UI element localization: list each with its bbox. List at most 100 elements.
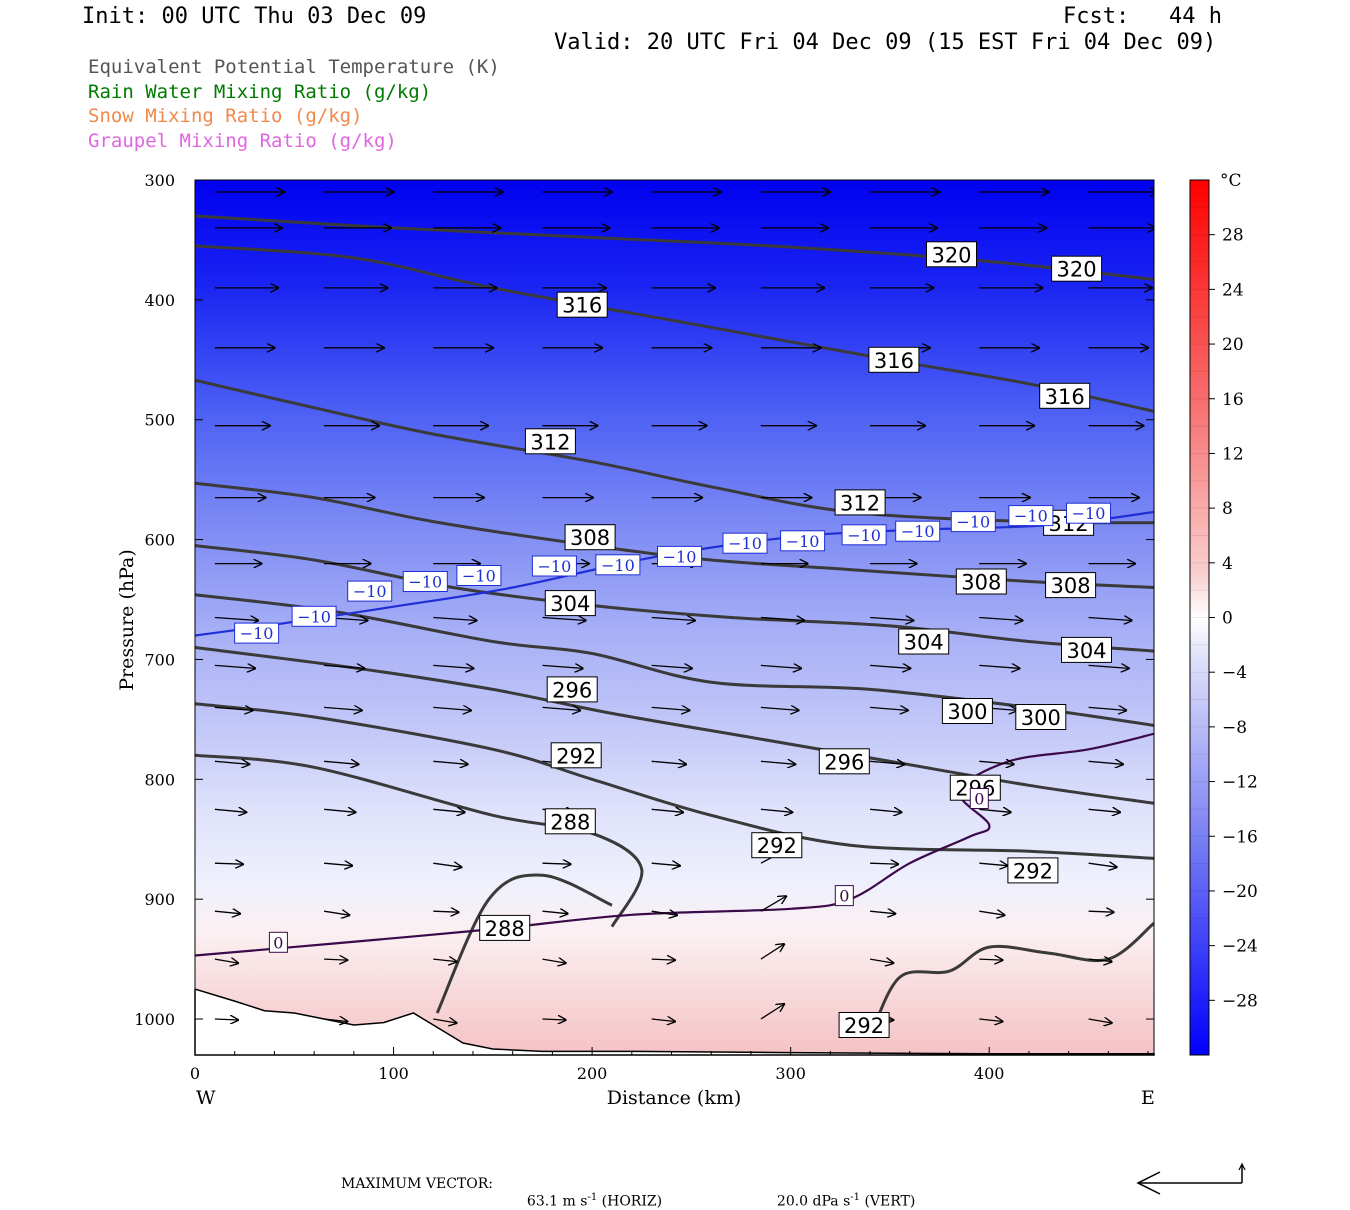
colorbar-tick-label: −20 <box>1222 882 1258 902</box>
wind-vector-arrow <box>324 665 364 668</box>
wind-vector-arrow <box>323 911 349 915</box>
x-tick-label: 300 <box>775 1064 806 1083</box>
colorbar-unit: °C <box>1220 171 1242 191</box>
colorbar-tick-label: 28 <box>1222 226 1244 246</box>
wind-vector-arrow <box>433 761 468 764</box>
y-tick-label: 500 <box>144 411 175 430</box>
colorbar-tick-label: −28 <box>1222 991 1258 1011</box>
x-axis-title: Distance (km) <box>607 1087 742 1109</box>
colorbar-tick-label: 4 <box>1222 554 1233 574</box>
max-vector-vertical: 20.0 dPa s-1 (VERT) <box>776 1192 916 1210</box>
x-axis-west-label: W <box>196 1087 216 1109</box>
wind-vector-arrow <box>651 911 677 915</box>
temperature-label: −10 <box>462 567 496 586</box>
theta-e-label-box <box>550 742 602 769</box>
temperature-label-box <box>1008 505 1054 527</box>
wind-vector-arrow <box>979 911 1004 915</box>
temperature-label: −10 <box>847 526 881 545</box>
theta-e-label-box <box>751 832 803 859</box>
temperature-label: −10 <box>1014 507 1048 526</box>
theta-e-label-box <box>868 346 920 373</box>
theta-e-label: 316 <box>562 294 602 318</box>
theta-e-label: 292 <box>757 834 797 858</box>
wind-vector-arrow <box>979 761 1014 764</box>
theta-e-label-box <box>838 1012 890 1038</box>
colorbar-tick-label: 24 <box>1222 280 1244 300</box>
wind-vector-arrow <box>870 707 908 710</box>
theta-e-contour-line <box>195 753 644 928</box>
theta-e-contours <box>195 214 1154 1038</box>
wind-vector-arrow <box>1088 761 1123 764</box>
wind-vector-arrow <box>542 959 566 963</box>
wind-vector-arrow <box>542 911 568 914</box>
temperature-label-box <box>456 565 502 586</box>
theta-e-label-box <box>1039 382 1091 409</box>
wind-vector-arrow <box>433 618 476 621</box>
temperature-label: 0 <box>839 887 849 906</box>
theta-e-label: 312 <box>840 491 880 515</box>
temperature-label: −10 <box>1072 504 1106 523</box>
theta-e-contour-line <box>195 214 1154 281</box>
wind-vector-arrow <box>760 618 804 621</box>
temperature-label: −10 <box>663 547 697 566</box>
theta-e-label: 304 <box>550 592 590 616</box>
temperature-label: 0 <box>974 790 984 809</box>
valid-time: Valid: 20 UTC Fri 04 Dec 09 (15 EST Fri … <box>554 30 1217 55</box>
wind-vector-arrow <box>1088 809 1121 812</box>
theta-e-label: 288 <box>550 810 590 834</box>
init-time: Init: 00 UTC Thu 03 Dec 09 <box>82 4 427 29</box>
theta-e-contour-line <box>195 378 1154 525</box>
theta-e-label-box <box>1051 255 1103 282</box>
temperature-label: 0 <box>273 933 283 952</box>
temperature-label-box <box>347 580 393 602</box>
wind-vector-arrow <box>1088 959 1112 962</box>
wind-vector-arrow <box>542 665 583 668</box>
theta-e-label-box <box>898 628 950 655</box>
wind-vector-arrow <box>1088 707 1127 710</box>
wind-vector-arrow <box>870 809 902 812</box>
theta-e-label-box <box>556 291 608 318</box>
temperature-label-box <box>834 885 854 907</box>
y-tick-label: 600 <box>144 531 175 550</box>
wind-vector-arrow <box>542 707 581 710</box>
legend-item: Snow Mixing Ratio (g/kg) <box>88 105 363 127</box>
x-tick-label: 0 <box>190 1064 200 1083</box>
colorbar-tick-label: 16 <box>1222 390 1244 410</box>
temperature-label-box <box>969 788 989 809</box>
theta-e-label-box <box>949 774 1001 801</box>
wind-vector-arrow <box>760 707 799 710</box>
wind-vector-arrow <box>324 863 352 866</box>
temperature-label-box <box>722 532 768 554</box>
theta-e-label-box <box>818 748 870 775</box>
theta-e-label: 308 <box>1051 574 1091 598</box>
wind-vector-arrow <box>651 863 680 866</box>
theta-e-label: 296 <box>552 678 592 702</box>
theta-e-label-box <box>1061 636 1112 663</box>
wind-vector-arrow <box>214 618 258 621</box>
theta-e-label-box <box>955 568 1007 595</box>
wind-vector-arrow <box>870 863 898 864</box>
wind-vector-arrow <box>433 1019 456 1023</box>
colorbar-tick-label: 0 <box>1222 609 1233 629</box>
colorbar-tick-label: −16 <box>1222 827 1258 847</box>
wind-vector-arrow <box>651 707 690 710</box>
x-axis: 0 100 200 300 400 <box>190 1047 1149 1083</box>
wind-vector-arrow <box>760 665 801 668</box>
wind-vector-arrow <box>433 707 471 710</box>
theta-e-label-box <box>524 428 576 455</box>
wind-vector-arrow <box>1088 618 1132 621</box>
theta-e-label-box <box>546 676 598 703</box>
wind-vector-arrow <box>433 911 458 912</box>
theta-e-label-box <box>479 914 531 941</box>
wind-vector-arrow <box>651 665 692 668</box>
theta-e-contour-line <box>195 544 1154 653</box>
wind-vector-arrow <box>760 761 796 764</box>
theta-e-label: 300 <box>947 700 987 724</box>
y-tick-label: 300 <box>144 171 175 190</box>
wind-vector-arrow <box>870 618 913 621</box>
wind-vector-arrow <box>214 665 255 668</box>
wind-vector-arrow <box>214 863 243 864</box>
temperature-label-box <box>1066 502 1111 524</box>
